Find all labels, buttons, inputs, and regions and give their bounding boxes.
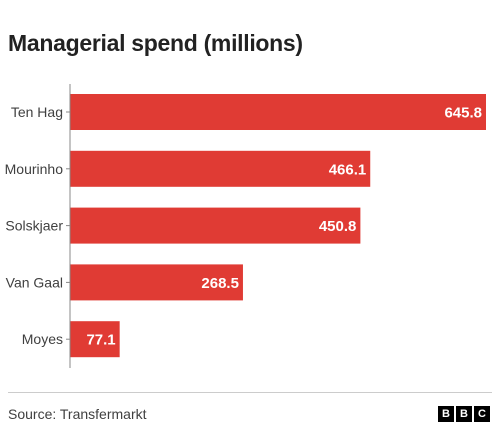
- bar: [70, 150, 371, 187]
- bar: [70, 94, 486, 130]
- value-label: 450.8: [319, 218, 357, 235]
- bar: [70, 207, 361, 244]
- chart-title: Managerial spend (millions): [8, 30, 303, 56]
- bar: [70, 321, 120, 358]
- category-label: Van Gaal: [6, 274, 63, 290]
- value-label: 645.8: [444, 105, 482, 122]
- value-label: 466.1: [329, 161, 367, 178]
- category-label: Moyes: [22, 331, 63, 347]
- source-note: Source: Transfermarkt: [8, 406, 147, 422]
- value-label: 77.1: [86, 332, 115, 349]
- footer-divider: [8, 392, 492, 393]
- value-label: 268.5: [201, 275, 239, 292]
- bar-chart: Ten Hag 645.8 Mourinho 466.1 Solskjaer 450.8 V…: [5, 84, 486, 368]
- category-label: Ten Hag: [11, 104, 63, 120]
- category-label: Solskjaer: [5, 218, 63, 234]
- bar: [70, 264, 243, 301]
- bbc-logo-letter: B: [456, 406, 472, 422]
- category-label: Mourinho: [5, 161, 64, 177]
- bbc-logo-letter: B: [438, 406, 454, 422]
- bars-group: Ten Hag 645.8 Mourinho 466.1 Solskjaer 450.8 V…: [5, 94, 486, 358]
- bbc-logo: B B C: [438, 406, 490, 422]
- bbc-logo-letter: C: [474, 406, 490, 422]
